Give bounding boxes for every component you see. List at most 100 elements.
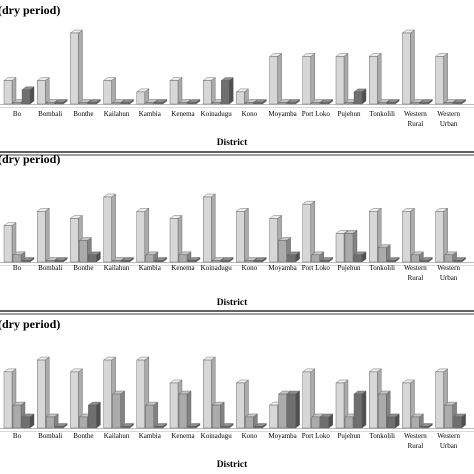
tick-label: Moyamba	[268, 110, 297, 118]
bar	[335, 382, 345, 429]
tick-label: Western	[404, 110, 427, 118]
bar	[411, 416, 420, 429]
tick-label: Kailahun	[104, 110, 130, 118]
tick-label: Urban	[440, 274, 458, 282]
bar	[278, 102, 287, 105]
bar	[245, 260, 254, 263]
bar	[344, 102, 354, 105]
bar	[37, 80, 46, 105]
bar	[453, 102, 462, 105]
bar	[369, 211, 378, 263]
bar	[453, 260, 462, 263]
bar-side	[210, 193, 216, 263]
bar	[103, 80, 112, 105]
bar	[178, 393, 188, 429]
bar	[220, 260, 230, 263]
bar-side	[377, 53, 382, 105]
bar	[169, 80, 179, 105]
bar	[378, 102, 387, 105]
tick-label: Rural	[408, 442, 424, 450]
bar	[55, 426, 64, 429]
tick-label: Kambia	[139, 110, 162, 118]
bar	[269, 218, 278, 263]
bar	[12, 254, 22, 263]
bar	[70, 32, 79, 105]
bar	[435, 211, 444, 263]
bar	[46, 416, 55, 429]
bar	[3, 371, 13, 429]
bar	[46, 102, 55, 105]
tick-label: Urban	[440, 120, 458, 128]
bar-side	[111, 193, 116, 263]
bar	[444, 254, 453, 263]
tick-label: Bonthe	[73, 110, 93, 118]
bar	[335, 56, 345, 105]
tick-label: Western	[404, 432, 427, 440]
bar	[369, 371, 378, 429]
bar	[145, 254, 155, 263]
bar	[112, 260, 121, 263]
tick-label: Port Loko	[302, 110, 331, 118]
bar	[320, 416, 329, 429]
bar	[444, 404, 453, 429]
bar-side	[96, 401, 101, 429]
tick-label: Tonkolili	[369, 110, 395, 118]
bar	[302, 203, 311, 263]
tick-label: Urban	[440, 442, 458, 450]
bar	[79, 416, 88, 429]
bar	[187, 260, 197, 263]
chart-panel-1: (dry period) Bo Bombali Bonthe Kailahun Kambi…	[0, 3, 474, 156]
bar-side	[244, 207, 249, 263]
bar	[335, 233, 345, 263]
tick-label: Western	[437, 432, 460, 440]
x-axis-label: District	[217, 460, 248, 470]
bar	[88, 404, 97, 429]
bar	[435, 371, 444, 429]
bar	[37, 211, 46, 263]
tick-label: Pujehun	[338, 110, 361, 118]
bar	[3, 80, 13, 105]
bar	[245, 416, 254, 429]
tick-label: Bombali	[38, 432, 62, 440]
bar-side	[219, 401, 225, 429]
bar	[420, 260, 429, 263]
bar	[154, 426, 164, 429]
bar	[278, 240, 287, 263]
bar	[302, 56, 311, 105]
bar	[70, 218, 79, 263]
tick-label: Tonkolili	[369, 264, 395, 272]
bar	[178, 102, 188, 105]
tick-label: Koinadugu	[201, 110, 233, 118]
bar	[103, 196, 112, 263]
bar	[353, 254, 363, 263]
bar	[402, 32, 411, 105]
tick-label: Western	[404, 264, 427, 272]
bar-side	[410, 29, 415, 105]
bar	[344, 416, 354, 429]
bar	[121, 260, 130, 263]
bar	[88, 254, 97, 263]
bar-side	[310, 53, 315, 105]
bar	[269, 404, 278, 429]
bar-side	[361, 390, 367, 429]
bar	[353, 91, 363, 105]
bar	[420, 102, 429, 105]
bar	[311, 102, 320, 105]
bar-side	[78, 29, 83, 105]
bar	[287, 393, 296, 429]
tick-label: Bombali	[38, 110, 62, 118]
tick-label: Kenema	[171, 110, 195, 118]
tick-label: Kambia	[139, 432, 162, 440]
tick-label: Port Loko	[302, 432, 331, 440]
bar	[420, 426, 429, 429]
tick-label: Kono	[242, 432, 258, 440]
bar	[254, 426, 263, 429]
bar	[202, 359, 212, 429]
tick-label: Kenema	[171, 264, 195, 272]
tick-label: Bo	[13, 264, 22, 272]
bar	[311, 254, 320, 263]
bar	[278, 393, 287, 429]
bar	[21, 416, 31, 429]
bar	[145, 102, 155, 105]
